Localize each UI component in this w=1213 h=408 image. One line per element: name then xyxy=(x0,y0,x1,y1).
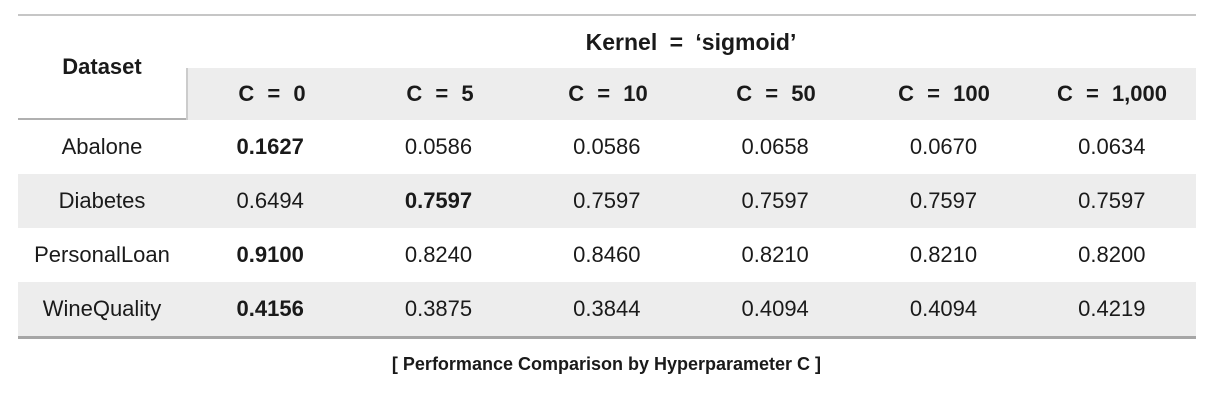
kernel-column-group: Kernel = ‘sigmoid’ C = 0 C = 5 C = 10 C … xyxy=(186,16,1196,120)
value-cell: 0.7597 xyxy=(909,188,978,213)
value-cell: 0.0634 xyxy=(1078,134,1146,159)
value-cell: 0.4094 xyxy=(909,296,978,321)
value-cell: 0.1627 xyxy=(236,134,304,159)
c-column-header-row: C = 0 C = 5 C = 10 C = 50 C = 100 C = 1,… xyxy=(186,68,1196,120)
table-row-abalone: Abalone 0.1627 0.0586 0.0586 0.0658 0.06… xyxy=(18,120,1196,174)
table-row-personalloan: PersonalLoan 0.9100 0.8240 0.8460 0.8210… xyxy=(18,228,1196,282)
column-header-c-5: C = 5 xyxy=(406,81,474,106)
table-row-winequality: WineQuality 0.4156 0.3875 0.3844 0.4094 … xyxy=(18,282,1196,336)
table-body: Abalone 0.1627 0.0586 0.0586 0.0658 0.06… xyxy=(18,120,1196,336)
value-cell: 0.4156 xyxy=(236,296,304,321)
dataset-name-cell: Diabetes xyxy=(58,188,146,213)
value-cell: 0.6494 xyxy=(236,188,304,213)
value-cell: 0.4094 xyxy=(741,296,809,321)
value-cell: 0.8460 xyxy=(573,242,641,267)
value-cell: 0.8210 xyxy=(909,242,978,267)
value-cell: 0.7597 xyxy=(741,188,809,213)
value-cell: 0.0670 xyxy=(909,134,978,159)
value-cell: 0.7597 xyxy=(1078,188,1146,213)
value-cell: 0.0586 xyxy=(404,134,473,159)
performance-table: Dataset Kernel = ‘sigmoid’ C = 0 C = 5 C… xyxy=(18,14,1196,339)
value-cell: 0.7597 xyxy=(404,188,473,213)
column-header-c-100: C = 100 xyxy=(898,81,990,106)
value-cell: 0.8210 xyxy=(741,242,809,267)
table-row-diabetes: Diabetes 0.6494 0.7597 0.7597 0.7597 0.7… xyxy=(18,174,1196,228)
column-header-c-0: C = 0 xyxy=(238,81,306,106)
value-cell: 0.9100 xyxy=(236,242,304,267)
value-cell: 0.3844 xyxy=(573,296,641,321)
value-cell: 0.8240 xyxy=(404,242,473,267)
value-cell: 0.7597 xyxy=(573,188,641,213)
value-cell: 0.0658 xyxy=(741,134,809,159)
value-cell: 0.3875 xyxy=(404,296,473,321)
table-caption: [ Performance Comparison by Hyperparamet… xyxy=(391,354,822,374)
value-cell: 0.0586 xyxy=(573,134,641,159)
dataset-column-header: Dataset xyxy=(18,16,186,120)
kernel-header: Kernel = ‘sigmoid’ xyxy=(186,16,1196,68)
value-cell: 0.4219 xyxy=(1078,296,1146,321)
dataset-name-cell: WineQuality xyxy=(42,296,162,321)
column-header-c-10: C = 10 xyxy=(568,81,648,106)
table-header: Dataset Kernel = ‘sigmoid’ C = 0 C = 5 C… xyxy=(18,16,1196,120)
dataset-name-cell: PersonalLoan xyxy=(34,242,170,267)
value-cell: 0.8200 xyxy=(1078,242,1146,267)
column-header-c-50: C = 50 xyxy=(736,81,816,106)
column-header-c-1000: C = 1,000 xyxy=(1056,81,1167,106)
dataset-name-cell: Abalone xyxy=(61,134,143,159)
